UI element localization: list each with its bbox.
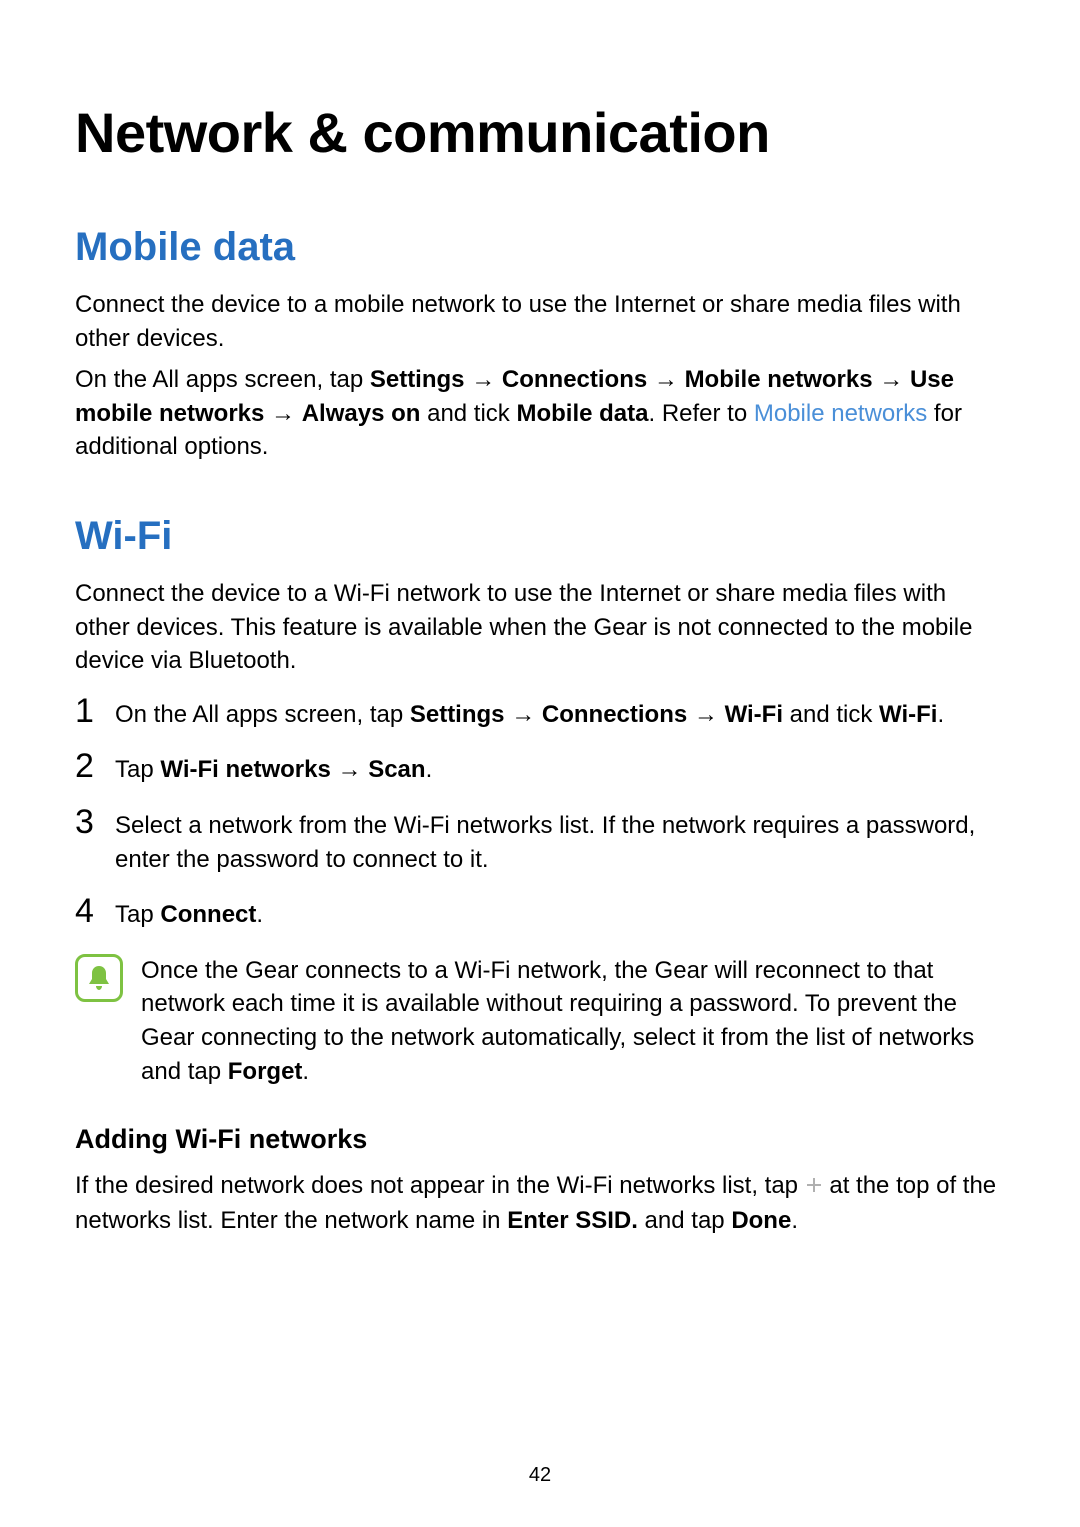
arrow: → xyxy=(264,400,301,427)
adding-wifi-text: If the desired network does not appear i… xyxy=(75,1169,1005,1237)
text: . Refer to xyxy=(648,400,753,427)
step-3: 3 Select a network from the Wi-Fi networ… xyxy=(75,809,1005,876)
step-text: Select a network from the Wi-Fi networks… xyxy=(115,809,1005,876)
enter-ssid-label: Enter SSID. xyxy=(507,1207,638,1234)
adding-wifi-heading: Adding Wi-Fi networks xyxy=(75,1124,1005,1155)
arrow: → xyxy=(465,366,502,393)
note-text: Once the Gear connects to a Wi-Fi networ… xyxy=(141,954,1005,1088)
mobile-networks-label: Mobile networks xyxy=(685,366,873,393)
step-number: 1 xyxy=(75,694,115,728)
wifi-steps: 1 On the All apps screen, tap Settings →… xyxy=(75,698,1005,932)
step-number: 3 xyxy=(75,805,115,839)
step-text: Tap Wi-Fi networks → Scan. xyxy=(115,753,1005,787)
wifi-label: Wi-Fi xyxy=(879,701,937,728)
step-number: 2 xyxy=(75,749,115,783)
mobile-data-heading: Mobile data xyxy=(75,225,1005,270)
mobile-networks-link[interactable]: Mobile networks xyxy=(754,400,927,427)
step-number: 4 xyxy=(75,894,115,928)
mobile-data-label: Mobile data xyxy=(516,400,648,427)
wifi-heading: Wi-Fi xyxy=(75,514,1005,559)
settings-label: Settings xyxy=(410,701,505,728)
plus-icon xyxy=(805,1170,823,1204)
text: and tick xyxy=(420,400,516,427)
page-title: Network & communication xyxy=(75,100,1005,165)
note-box: Once the Gear connects to a Wi-Fi networ… xyxy=(75,954,1005,1088)
page-content: Network & communication Mobile data Conn… xyxy=(0,0,1080,1305)
step-text: Tap Connect. xyxy=(115,898,1005,932)
forget-label: Forget xyxy=(228,1058,303,1085)
settings-label: Settings xyxy=(370,366,465,393)
wifi-label: Wi-Fi xyxy=(725,701,783,728)
page-number: 42 xyxy=(0,1464,1080,1487)
wifi-networks-label: Wi-Fi networks xyxy=(160,756,330,783)
arrow: → xyxy=(873,366,910,393)
mobile-data-intro: Connect the device to a mobile network t… xyxy=(75,288,1005,355)
done-label: Done xyxy=(731,1207,791,1234)
step-2: 2 Tap Wi-Fi networks → Scan. xyxy=(75,753,1005,787)
wifi-intro: Connect the device to a Wi-Fi network to… xyxy=(75,577,1005,678)
step-4: 4 Tap Connect. xyxy=(75,898,1005,932)
connections-label: Connections xyxy=(542,701,687,728)
scan-label: Scan xyxy=(368,756,425,783)
always-on-label: Always on xyxy=(302,400,421,427)
connect-label: Connect xyxy=(160,901,256,928)
note-icon-wrap xyxy=(75,954,127,1002)
mobile-data-instructions: On the All apps screen, tap Settings → C… xyxy=(75,363,1005,464)
bell-icon xyxy=(75,954,123,1002)
arrow: → xyxy=(647,366,684,393)
text: On the All apps screen, tap xyxy=(75,366,370,393)
step-1: 1 On the All apps screen, tap Settings →… xyxy=(75,698,1005,732)
step-text: On the All apps screen, tap Settings → C… xyxy=(115,698,1005,732)
connections-label: Connections xyxy=(502,366,647,393)
